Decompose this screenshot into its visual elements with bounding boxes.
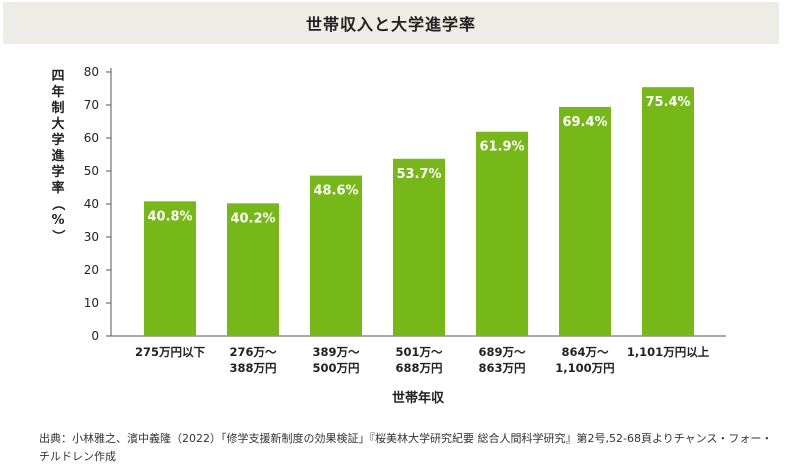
y-axis-title-char: 大	[51, 116, 64, 132]
y-axis-title-char: 学	[51, 132, 64, 148]
y-tick-label: 60	[84, 131, 99, 145]
y-tick-label: 70	[84, 98, 99, 112]
y-tick-label: 50	[84, 164, 99, 178]
x-tick-label: 275万円以下	[135, 345, 206, 359]
y-tick-label: 30	[84, 230, 99, 244]
bar	[144, 201, 196, 336]
bar-value-label: 69.4%	[562, 115, 607, 130]
x-tick-label: 500万円	[312, 361, 359, 375]
bar-chart: 01020304050607080四年制大学進学率（%）40.8%275万円以下…	[50, 65, 726, 406]
y-axis-title-char: ）	[50, 229, 66, 242]
y-axis-title-char: 四	[51, 69, 64, 84]
bar	[310, 175, 362, 336]
source-note: 出典：小林雅之、濱中義隆（2022）「修学支援新制度の効果検証」『桜美林大学研究…	[39, 432, 773, 463]
x-axis-title: 世帯年収	[392, 390, 445, 406]
y-axis-title-char: 進	[51, 148, 64, 164]
y-tick-label: 0	[91, 329, 99, 343]
x-tick-label: 1,101万円以上	[627, 345, 710, 359]
x-tick-label: 501万～	[395, 345, 443, 359]
x-tick-label: 864万～	[561, 345, 609, 359]
bar	[227, 203, 279, 336]
x-tick-label: 389万～	[312, 345, 360, 359]
y-axis-title-char: %	[51, 213, 64, 228]
x-tick-label: 688万円	[395, 361, 442, 375]
y-tick-label: 20	[84, 263, 99, 277]
x-tick-label: 1,100万円	[555, 361, 614, 375]
chart-title-bar: 世帯収入と大学進学率	[3, 2, 779, 44]
y-axis-title-char: 年	[51, 84, 64, 100]
x-tick-label: 689万～	[478, 345, 526, 359]
bar-value-label: 75.4%	[645, 95, 690, 110]
x-tick-label: 388万円	[229, 361, 276, 375]
y-tick-label: 80	[84, 65, 99, 79]
bar-value-label: 40.2%	[230, 211, 275, 226]
y-axis-title-char: 率	[51, 180, 64, 196]
y-axis-title-char: 学	[51, 164, 64, 180]
bar-value-label: 61.9%	[479, 140, 524, 155]
y-tick-label: 10	[84, 296, 99, 310]
chart-title: 世帯収入と大学進学率	[305, 15, 476, 34]
bar-value-label: 40.8%	[147, 209, 192, 224]
y-axis-title-char: 制	[51, 100, 64, 116]
bar	[642, 87, 694, 337]
x-tick-label: 863万円	[478, 361, 525, 375]
bar	[559, 106, 611, 336]
bar	[476, 131, 528, 336]
x-tick-label: 276万～	[229, 345, 277, 359]
bar	[393, 158, 445, 336]
bar-value-label: 53.7%	[396, 167, 441, 182]
bar-value-label: 48.6%	[313, 184, 358, 199]
y-axis-title-char: （	[50, 197, 66, 210]
y-tick-label: 40	[84, 197, 99, 211]
